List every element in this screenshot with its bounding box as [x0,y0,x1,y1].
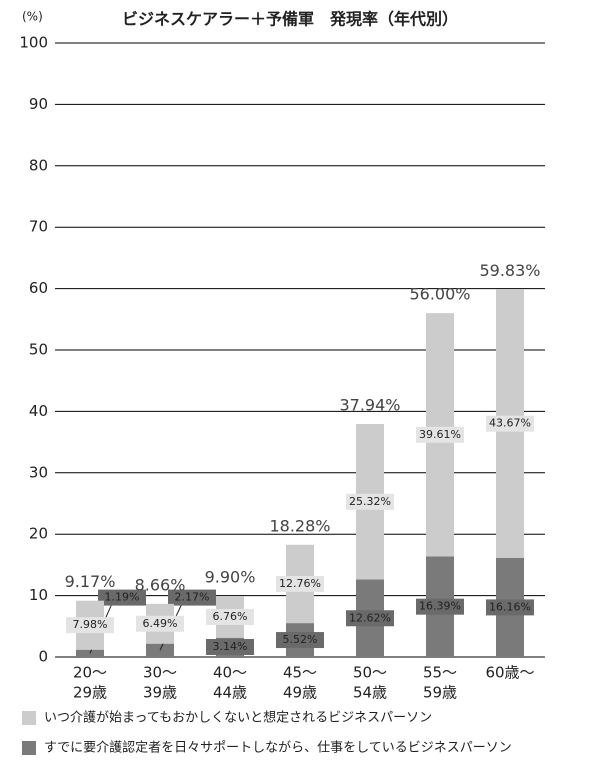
total-label: 8.66% [135,575,186,594]
value-label: 7.98% [73,618,108,631]
value-label-box [276,632,324,649]
legend-swatch [22,711,36,725]
x-tick-label: 39歳 [143,684,177,702]
value-label: 25.32% [349,495,391,508]
x-tick-label: 20～ [73,664,107,682]
value-label: 3.14% [213,640,248,653]
y-tick-label: 0 [38,648,48,666]
total-label: 59.83% [479,261,540,280]
y-tick-label: 40 [29,402,48,420]
total-label: 9.90% [205,568,256,587]
value-label-box [276,575,324,592]
y-tick-label: 80 [29,156,48,174]
y-tick-label: 10 [29,586,48,604]
value-label-box [486,599,534,616]
x-tick-label: 55～ [423,664,457,682]
value-label: 2.17% [175,591,210,604]
x-tick-label: 54歳 [353,684,387,702]
value-label-box [416,598,464,615]
x-tick-label: 60歳～ [485,664,534,682]
x-tick-label: 49歳 [283,684,317,702]
total-label: 9.17% [65,572,116,591]
y-tick-label: 20 [29,525,48,543]
y-tick-label: 30 [29,463,48,481]
value-label: 16.16% [489,600,531,613]
value-label: 39.61% [419,428,461,441]
value-label-box [168,589,216,606]
value-label: 1.19% [105,591,140,604]
value-label: 12.76% [279,577,321,590]
bar-segment [146,643,174,657]
value-label-box [346,610,394,627]
value-label: 6.76% [213,610,248,623]
value-label: 6.49% [143,617,178,630]
legend-label: いつ介護が始まってもおかしくないと想定されるビジネスパーソン [44,710,432,726]
x-tick-label: 44歳 [213,684,247,702]
total-label: 37.94% [339,396,400,415]
y-tick-label: 90 [29,95,48,113]
value-label-box [416,426,464,443]
total-label: 18.28% [269,516,330,535]
legend-label: すでに要介護認定者を日々サポートしながら、仕事をしているビジネスパーソン [44,740,512,756]
legend-swatch [22,741,36,755]
value-label-box [206,639,254,655]
x-tick-label: 29歳 [73,684,107,702]
value-label-box [346,493,394,510]
y-tick-label: 60 [29,279,48,297]
y-tick-label: 70 [29,218,48,236]
x-tick-label: 59歳 [423,684,457,702]
value-label-box [98,589,146,606]
value-label-box [206,608,254,625]
chart-title: ビジネスケアラー＋予備軍 発現率（年代別） [122,10,458,29]
x-tick-label: 30～ [143,664,177,682]
value-label-box [486,415,534,432]
value-label: 43.67% [489,417,531,430]
value-label-box [136,615,184,632]
total-label: 56.00% [409,285,470,304]
value-label: 12.62% [349,611,391,624]
value-label-box [66,617,114,634]
x-tick-label: 50～ [353,664,387,682]
value-label: 5.52% [283,633,318,646]
value-label: 16.39% [419,600,461,613]
x-tick-label: 40～ [213,664,247,682]
x-tick-label: 45～ [283,664,317,682]
y-tick-label: 100 [19,34,48,52]
y-axis-label: (%) [22,10,43,24]
y-tick-label: 50 [29,341,48,359]
